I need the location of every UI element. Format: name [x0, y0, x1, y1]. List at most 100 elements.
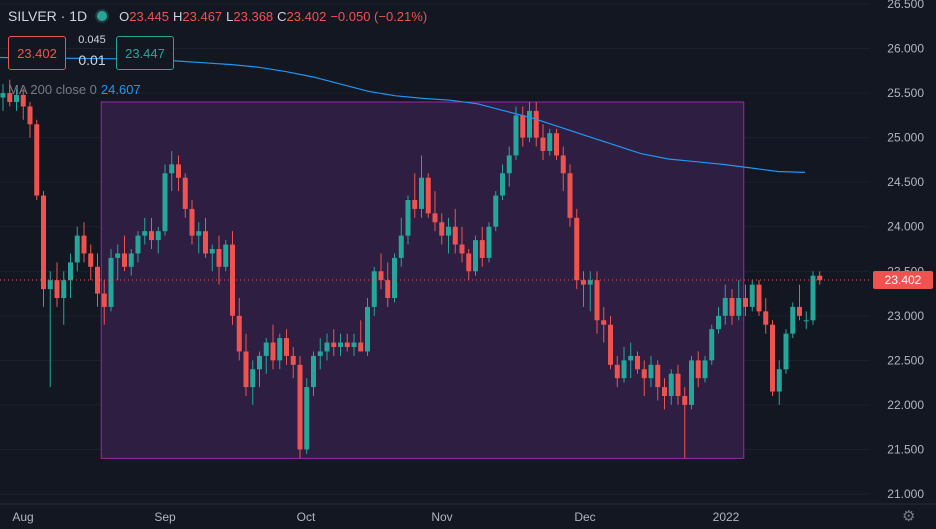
candle-body: [270, 342, 276, 361]
price-axis-label: 25.000: [887, 131, 924, 145]
candle-body: [506, 155, 512, 174]
time-axis-label: 2022: [713, 510, 740, 524]
candle-body: [601, 320, 607, 325]
candle-body: [371, 271, 377, 307]
candle-body: [54, 280, 60, 298]
candle-body: [682, 396, 688, 405]
candle-body: [567, 173, 573, 218]
candle-body: [493, 195, 499, 227]
candle-body: [648, 364, 654, 379]
settings-gear-icon[interactable]: ⚙: [902, 508, 916, 525]
high-value: 23.467: [182, 8, 223, 24]
ma-indicator-legend[interactable]: MA 200 close 0 24.607: [8, 82, 141, 97]
candle-body: [41, 195, 46, 290]
ma-200-line: [0, 56, 806, 173]
candle-body: [317, 351, 323, 356]
candle-body: [736, 298, 742, 316]
candle-body: [297, 364, 303, 450]
candle-body: [689, 360, 694, 405]
candle-body: [324, 342, 330, 352]
low-value: 23.368: [233, 8, 274, 24]
candle-body: [149, 231, 154, 241]
candle-body: [189, 208, 195, 236]
buy-button[interactable]: 23.447: [116, 36, 174, 70]
candle-body: [311, 355, 316, 388]
candle-body: [587, 280, 593, 285]
candle-body: [628, 355, 634, 361]
candle-body: [365, 306, 370, 352]
open-value: 23.445: [129, 8, 169, 24]
candle-body: [108, 257, 114, 307]
candle-body: [196, 231, 202, 236]
symbol-label[interactable]: SILVER · 1D: [8, 8, 88, 24]
candle-body: [412, 200, 418, 209]
candle-body: [358, 342, 364, 352]
candle-body: [432, 213, 438, 223]
candle-body: [709, 329, 715, 361]
price-axis-label: 25.500: [887, 86, 924, 100]
candle-body: [47, 280, 53, 290]
open-label: O: [119, 8, 130, 24]
candle-body: [817, 275, 823, 281]
candle-body: [155, 231, 161, 241]
sell-button[interactable]: 23.402: [8, 36, 66, 70]
candle-body: [547, 133, 553, 151]
candle-body: [20, 94, 26, 107]
candle-body: [614, 364, 620, 379]
price-axis-label: 21.000: [887, 487, 924, 501]
time-axis-label: Nov: [431, 510, 452, 524]
candle-body: [479, 240, 485, 258]
candle-body: [425, 177, 431, 214]
candle-body: [439, 222, 445, 236]
change-value: −0.050 (−0.21%): [330, 8, 428, 24]
candle-body: [81, 235, 87, 254]
candle-body: [405, 200, 411, 236]
candle-body: [560, 155, 566, 174]
candle-body: [0, 93, 6, 98]
last-price-label: 23.402: [885, 273, 922, 287]
candle-body: [7, 93, 13, 102]
candle-body: [209, 249, 215, 254]
candle-body: [398, 235, 404, 258]
time-axis-label: Oct: [297, 510, 316, 524]
candle-body: [344, 342, 350, 347]
candle-body: [385, 280, 391, 298]
candle-body: [128, 253, 134, 267]
candle-body: [176, 164, 181, 178]
candle-body: [743, 298, 748, 307]
candle-body: [351, 342, 357, 347]
ma-value: 24.607: [100, 82, 141, 97]
candle-body: [790, 306, 796, 334]
candle-body: [331, 342, 337, 347]
candle-body: [810, 275, 816, 321]
close-value: 23.402: [286, 8, 327, 24]
candle-body: [668, 373, 674, 396]
candle-body: [533, 110, 539, 138]
time-axis-label: Dec: [574, 510, 595, 524]
candle-body: [338, 342, 343, 347]
candle-body: [61, 280, 67, 298]
quantity-input[interactable]: 0.01: [78, 52, 106, 68]
candle-body: [655, 364, 661, 388]
low-label: L: [226, 8, 234, 24]
candle-body: [554, 133, 559, 156]
candle-body: [243, 351, 249, 388]
candle-body: [594, 280, 600, 321]
candle-body: [756, 284, 762, 312]
high-label: H: [173, 8, 183, 24]
time-axis-label: Aug: [12, 510, 33, 524]
candle-body: [290, 355, 296, 365]
candle-body: [250, 369, 256, 388]
candle-body: [574, 217, 580, 281]
candle-body: [446, 226, 451, 236]
candle-body: [803, 320, 809, 322]
candle-body: [277, 338, 283, 361]
candle-body: [115, 253, 121, 258]
candle-body: [135, 235, 141, 254]
candle-body: [466, 253, 472, 272]
candle-body: [540, 137, 546, 151]
candle-body: [662, 387, 667, 396]
candle-body: [675, 373, 681, 396]
candle-body: [142, 231, 148, 236]
